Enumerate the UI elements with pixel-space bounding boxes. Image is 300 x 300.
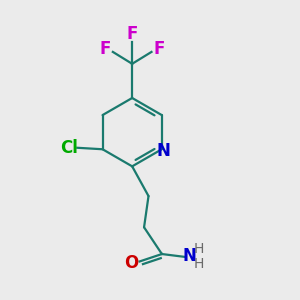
Text: H: H	[194, 242, 204, 256]
Text: N: N	[156, 142, 170, 160]
Text: O: O	[124, 254, 138, 272]
Text: H: H	[194, 257, 204, 272]
Text: F: F	[153, 40, 165, 58]
Text: Cl: Cl	[60, 139, 78, 157]
Text: F: F	[100, 40, 111, 58]
Text: N: N	[182, 247, 196, 265]
Text: F: F	[127, 25, 138, 43]
